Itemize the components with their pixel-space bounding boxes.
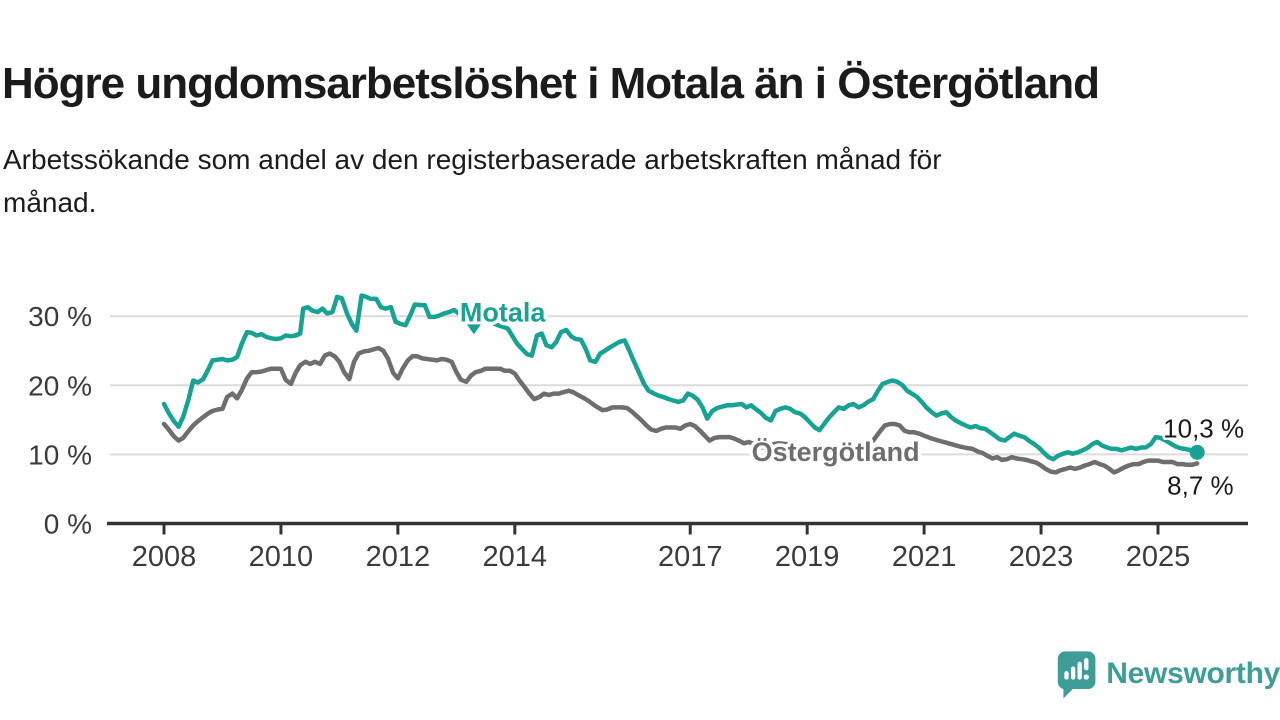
x-tick-label-2008: 2008 <box>132 541 197 573</box>
page-title: Högre ungdomsarbetslöshet i Motala än i … <box>2 59 1100 109</box>
x-tick-label-2021: 2021 <box>892 541 957 573</box>
x-tick-label-2023: 2023 <box>1009 541 1074 573</box>
series-label-ostergotland: Östergötland <box>752 437 920 467</box>
x-tick-label-2012: 2012 <box>366 541 431 573</box>
end-value-label-ostergotland: 8,7 % <box>1167 470 1234 500</box>
newsworthy-branding: Newsworthy <box>1054 648 1280 700</box>
end-value-label-motala: 10,3 % <box>1163 413 1244 443</box>
chart-subtitle-line1: Arbetssökande som andel av den registerb… <box>3 144 942 175</box>
chart-subtitle: Arbetssökande som andel av den registerb… <box>3 138 1203 224</box>
y-tick-label-0: 0 % <box>44 509 92 540</box>
logo-exclamation-dot <box>1083 674 1089 680</box>
y-tick-label-10: 10 % <box>28 439 92 470</box>
y-tick-label-20: 20 % <box>28 370 92 401</box>
logo-exclamation-bar <box>1084 658 1089 671</box>
motala-end-dot <box>1189 444 1205 460</box>
speech-bubble-shape <box>1057 651 1096 699</box>
x-tick-label-2017: 2017 <box>658 541 723 573</box>
logo-bar-2 <box>1070 666 1076 680</box>
logo-bar-1 <box>1064 671 1069 680</box>
x-tick-label-2014: 2014 <box>483 541 548 573</box>
newsworthy-logo-icon <box>1057 651 1096 699</box>
motala-line <box>161 293 1200 462</box>
chart-subtitle-line2: månad. <box>3 187 97 218</box>
x-tick-label-2025: 2025 <box>1126 541 1191 573</box>
logo-bar-3 <box>1077 661 1082 680</box>
ostergotland-line <box>161 345 1200 475</box>
motala-label-pointer-icon <box>466 324 481 335</box>
x-tick-label-2010: 2010 <box>249 541 314 573</box>
x-tick-label-2019: 2019 <box>775 541 840 573</box>
series-label-motala: Motala <box>460 298 546 328</box>
newsworthy-logo-text: Newsworthy <box>1106 657 1280 690</box>
y-tick-label-30: 30 % <box>28 301 92 332</box>
